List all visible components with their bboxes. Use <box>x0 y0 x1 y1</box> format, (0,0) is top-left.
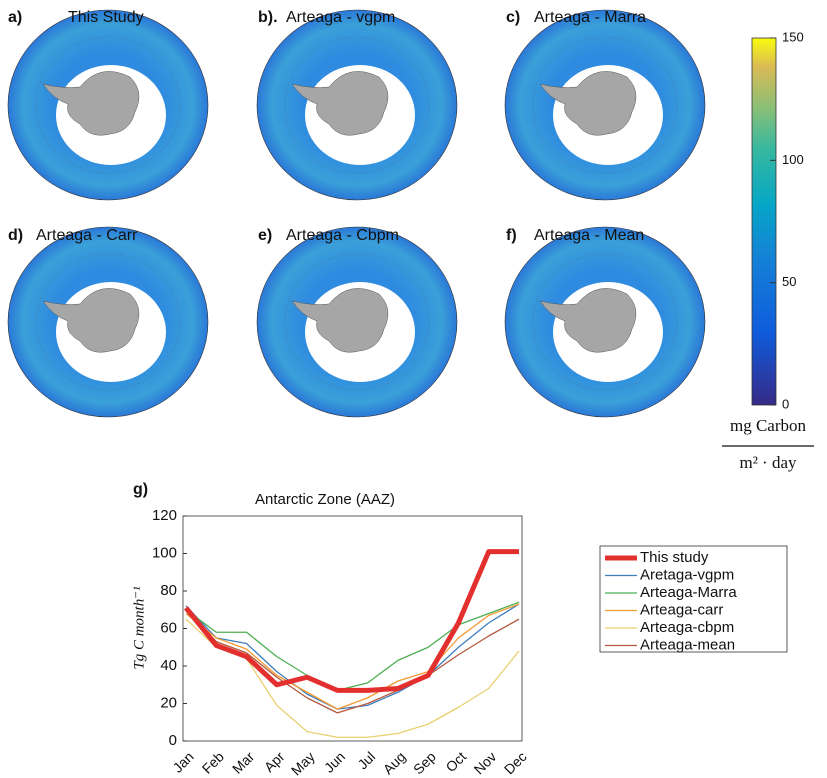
antarctica <box>539 71 637 136</box>
x-tick-label: Jul <box>354 748 378 772</box>
graticule <box>532 36 678 174</box>
x-tick-label: Dec <box>501 748 530 777</box>
series-line <box>185 609 520 714</box>
y-tick-label: 60 <box>160 619 177 636</box>
graticule <box>35 253 181 391</box>
graticule <box>284 36 430 174</box>
x-tick-label: Oct <box>442 748 469 775</box>
y-tick-label: 40 <box>160 657 177 674</box>
y-tick-label: 100 <box>152 544 177 561</box>
panel-title: This Study <box>68 9 144 26</box>
chart-title: Antarctic Zone (AAZ) <box>255 491 395 508</box>
panel-label: e) <box>258 227 272 244</box>
map-panels: a) This Study b). Arteaga - vgpm c) Arteaga -… <box>7 9 706 418</box>
panel-title: Arteaga - vgpm <box>286 9 395 26</box>
colorbar <box>751 37 777 406</box>
series-line <box>184 549 519 693</box>
legend-label: Arteaga-cbpm <box>640 619 734 636</box>
antarctica <box>291 71 389 136</box>
panel-title: Arteaga - Cbpm <box>286 227 399 244</box>
graticule <box>532 253 678 391</box>
graticule <box>284 253 430 391</box>
x-tick-label: Apr <box>261 748 288 775</box>
x-tick-label: Aug <box>380 748 409 777</box>
colorbar-unit: mg Carbon <box>730 416 807 435</box>
panel-label: g) <box>133 481 148 498</box>
legend-box <box>599 545 788 653</box>
antarctica <box>539 288 637 353</box>
antarctica <box>42 288 140 353</box>
colorbar-tick-label: 100 <box>782 152 804 167</box>
x-tick-label: Feb <box>199 748 228 777</box>
colorbar-tick-label: 50 <box>782 274 796 289</box>
panel-label: a) <box>8 9 22 26</box>
x-tick-label: Jun <box>321 748 348 775</box>
panel-label: d) <box>8 227 23 244</box>
colorbar-tick-label: 150 <box>782 29 804 44</box>
y-axis-label: Tg C month⁻¹ <box>131 586 147 670</box>
y-tick-label: 20 <box>160 694 177 711</box>
series-line <box>185 603 520 710</box>
panel-label: c) <box>506 9 520 26</box>
graticule <box>35 36 181 174</box>
series-line <box>185 603 520 710</box>
colorbar-tick-label: 0 <box>782 396 789 411</box>
x-tick-label: Nov <box>471 748 500 777</box>
panel-label: b). <box>258 9 278 26</box>
legend-label: Arteaga-mean <box>640 636 735 653</box>
x-tick-label: May <box>288 748 318 778</box>
x-tick-label: Jan <box>169 748 196 775</box>
panel-title: Arteaga - Marra <box>534 9 646 26</box>
legend-label: Arteaga-carr <box>640 601 723 618</box>
panel-title: Arteaga - Mean <box>534 227 644 244</box>
series-line <box>185 601 520 692</box>
panel-title: Arteaga - Carr <box>36 227 138 244</box>
legend-label: This study <box>640 549 709 566</box>
colorbar-unit: m² · day <box>739 453 797 472</box>
series-line <box>185 618 520 738</box>
y-tick-label: 0 <box>169 732 177 749</box>
legend-label: Aretaga-vgpm <box>640 566 734 583</box>
panel-label: f) <box>506 227 517 244</box>
legend-label: Arteaga-Marra <box>640 584 737 601</box>
antarctica <box>291 288 389 353</box>
x-tick-label: Sep <box>410 748 439 777</box>
x-tick-label: Mar <box>229 748 258 777</box>
antarctica <box>42 71 140 136</box>
y-tick-label: 80 <box>160 582 177 599</box>
y-tick-label: 120 <box>152 507 177 524</box>
